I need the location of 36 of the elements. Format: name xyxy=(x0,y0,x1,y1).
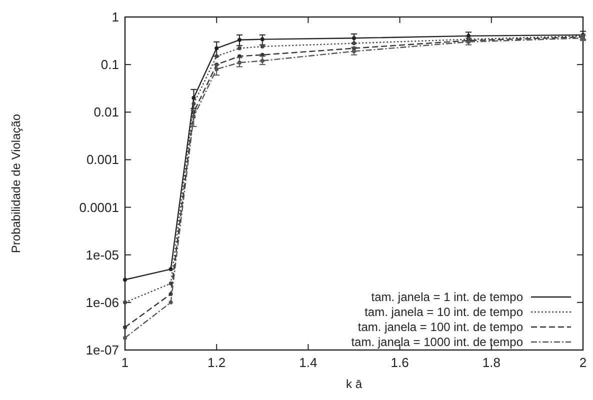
point xyxy=(352,36,356,40)
y-tick-label: 1e-05 xyxy=(86,247,119,262)
y-tick-label: 0.001 xyxy=(86,152,119,168)
y-tick-label: 0.0001 xyxy=(79,200,119,215)
x-axis-title: k ā xyxy=(346,377,362,391)
legend-label: tam. janela = 10 int. de tempo xyxy=(364,305,524,319)
y-tick-label: 1e-07 xyxy=(86,342,119,358)
point xyxy=(238,38,242,42)
point xyxy=(352,49,356,54)
point xyxy=(192,114,196,119)
point xyxy=(214,67,219,72)
y-tick-label: 0.01 xyxy=(94,104,119,120)
x-tick-label: 2 xyxy=(579,355,587,370)
y-tick-label: 0.1 xyxy=(100,57,119,72)
x-tick-label: 1 xyxy=(121,355,129,370)
x-tick-label: 1.8 xyxy=(482,355,500,370)
point xyxy=(260,37,264,42)
point xyxy=(123,325,127,330)
x-tick-label: 1.2 xyxy=(208,355,226,370)
y-axis-title: Probabilidade de Violação xyxy=(9,114,23,254)
y-tick-label: 1 xyxy=(112,10,119,24)
point xyxy=(214,46,219,50)
y-tick-label: 1e-06 xyxy=(86,294,119,310)
point xyxy=(168,300,173,304)
point xyxy=(238,60,242,65)
x-tick-label: 1.6 xyxy=(390,355,409,370)
point xyxy=(123,278,127,282)
x-tick-label: 1.4 xyxy=(299,355,318,370)
point xyxy=(260,58,264,63)
legend-label: tam. janela = 100 int. de tempo xyxy=(358,320,524,334)
point xyxy=(123,336,127,340)
point xyxy=(192,102,196,106)
point xyxy=(192,96,196,100)
legend-label: tam. janela = 1 int. de tempo xyxy=(371,290,524,304)
legend-label: tam. janela = 1000 int. de tempo xyxy=(351,335,524,349)
point xyxy=(123,300,127,304)
